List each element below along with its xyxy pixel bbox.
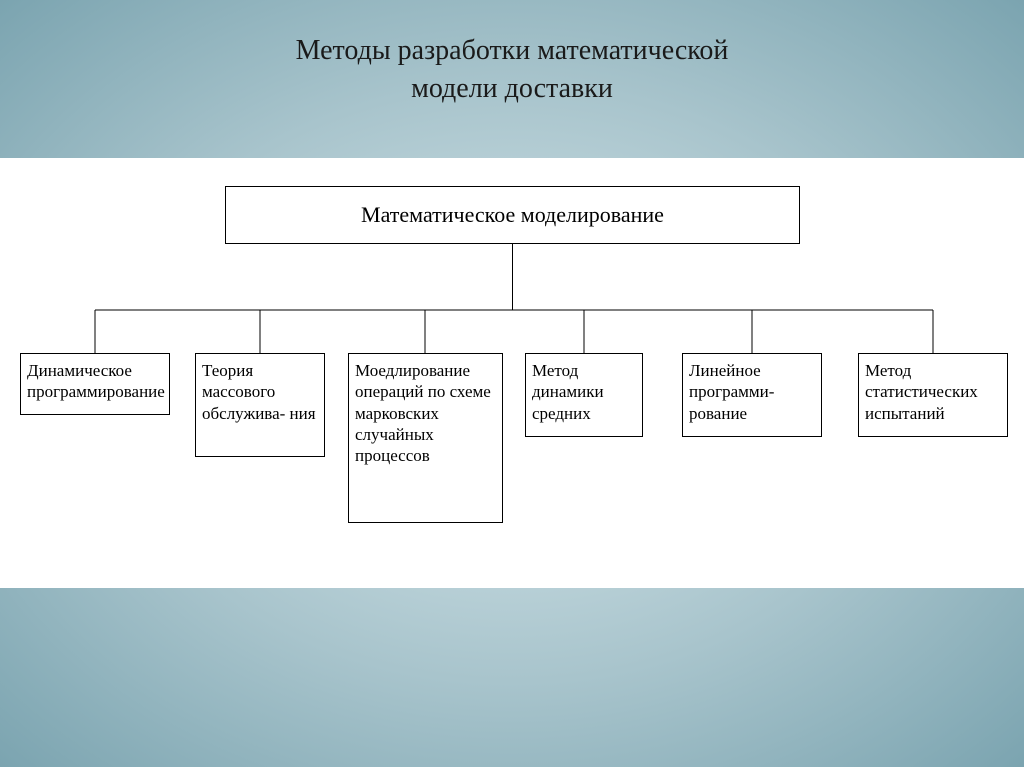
child-label: Динамическое программирование bbox=[27, 360, 165, 403]
child-node-linear-programming: Линейное программи- рование bbox=[682, 353, 822, 437]
child-node-markov-modeling: Моедлирование операций по схеме марковск… bbox=[348, 353, 503, 523]
title-line2: модели доставки bbox=[411, 73, 613, 104]
child-label: Метод динамики средних bbox=[532, 360, 636, 424]
root-node: Математическое моделирование bbox=[225, 186, 800, 244]
child-label: Метод статистических испытаний bbox=[865, 360, 1001, 424]
child-node-statistical-trials: Метод статистических испытаний bbox=[858, 353, 1008, 437]
child-node-queueing-theory: Теория массового обслужива- ния bbox=[195, 353, 325, 457]
diagram-canvas: Математическое моделирование Динамическо… bbox=[0, 158, 1024, 588]
child-node-mean-dynamics: Метод динамики средних bbox=[525, 353, 643, 437]
title-line1: Методы разработки математической bbox=[296, 35, 729, 66]
child-node-dynamic-programming: Динамическое программирование bbox=[20, 353, 170, 415]
child-label: Моедлирование операций по схеме марковск… bbox=[355, 360, 496, 466]
child-label: Линейное программи- рование bbox=[689, 360, 815, 424]
slide-title: Методы разработки математической модели … bbox=[0, 0, 1024, 108]
child-label: Теория массового обслужива- ния bbox=[202, 360, 318, 424]
root-label: Математическое моделирование bbox=[361, 201, 664, 229]
